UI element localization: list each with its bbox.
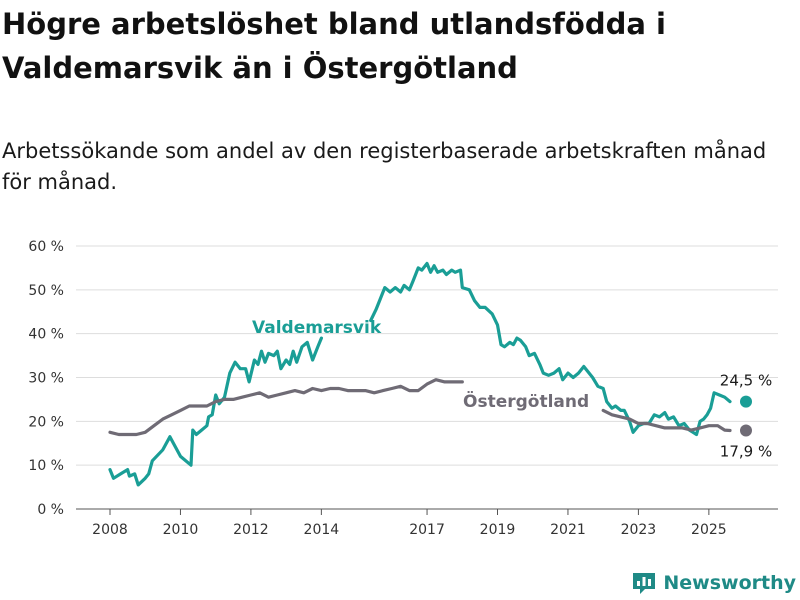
endpoint-valdemarsvik	[740, 395, 752, 408]
y-tick-label: 20 %	[28, 414, 64, 430]
x-tick-label: 2019	[480, 522, 516, 538]
brand-name: Newsworthy	[663, 572, 796, 594]
chart-subtitle: Arbetssökande som andel av den registerb…	[2, 139, 767, 194]
x-tick-label: 2008	[92, 522, 128, 538]
y-tick-label: 60 %	[28, 239, 64, 255]
y-tick-label: 40 %	[28, 327, 64, 343]
end-value-label-ostergotland: 17,9 %	[720, 443, 772, 461]
axes: 0 % 10 % 20 % 30 % 40 % 50 % 60 % 2008 2010 2012 2…	[28, 239, 726, 538]
x-tick-label: 2023	[621, 522, 657, 538]
y-tick-label: 50 %	[28, 283, 64, 299]
series-line-ostergotland	[108, 378, 732, 437]
x-tick-label: 2017	[409, 522, 445, 538]
series-label-ostergotland: Östergötland	[463, 390, 589, 412]
series-line-valdemarsvik	[108, 261, 732, 487]
series-label-valdemarsvik: Valdemarsvik	[252, 318, 382, 338]
series-labels: 24,5 % 17,9 % Valdemarsvik Östergötland	[252, 318, 772, 461]
y-tick-label: 0 %	[37, 502, 64, 518]
end-value-label-valdemarsvik: 24,5 %	[720, 372, 772, 390]
grid-lines	[76, 245, 778, 510]
y-tick-label: 30 %	[28, 371, 64, 387]
x-tick-label: 2021	[550, 522, 586, 538]
endpoint-ostergotland	[740, 424, 752, 437]
chart-title: Högre arbetslöshet bland utlandsfödda i …	[2, 7, 666, 85]
bar-chart-icon	[633, 573, 656, 594]
x-tick-label: 2012	[233, 522, 269, 538]
newsworthy-logo: Newsworthy	[631, 570, 796, 596]
x-tick-label: 2025	[691, 522, 727, 538]
x-tick-label: 2010	[163, 522, 199, 538]
x-tick-label: 2014	[304, 522, 340, 538]
y-tick-label: 10 %	[28, 458, 64, 474]
series-lines	[108, 261, 752, 487]
